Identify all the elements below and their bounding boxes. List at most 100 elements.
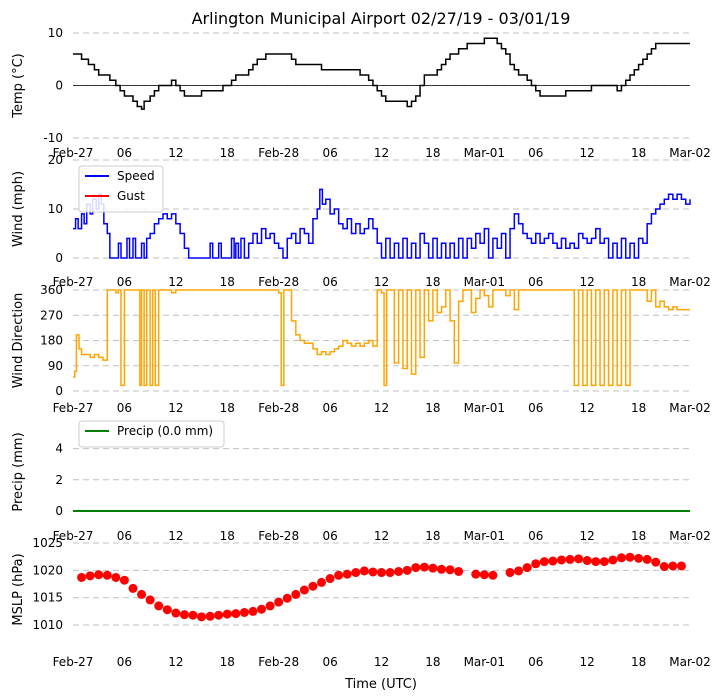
- mslp-point: [454, 566, 464, 576]
- mslp-point: [359, 566, 369, 576]
- temp-x-tick-label: 18: [220, 146, 235, 160]
- mslp-point: [394, 566, 404, 576]
- precip-x-tick-label: 06: [117, 529, 132, 543]
- mslp-point: [291, 589, 301, 599]
- wind-x-tick-label: 12: [580, 275, 595, 289]
- wind-legend-label: Speed: [117, 169, 155, 183]
- direction-x-tick-label: 18: [425, 401, 440, 415]
- wind-y-tick-label: 0: [55, 251, 63, 265]
- mslp-point: [625, 552, 635, 562]
- precip-x-tick-label: 18: [631, 529, 646, 543]
- mslp-point: [402, 565, 412, 575]
- mslp-point: [608, 555, 618, 565]
- wind-x-tick-label: 12: [374, 275, 389, 289]
- mslp-point: [162, 605, 172, 615]
- mslp-point: [102, 570, 112, 580]
- direction-x-tick-label: Mar-02: [669, 401, 710, 415]
- mslp-point: [522, 563, 532, 573]
- mslp-x-tick-label: 12: [580, 655, 595, 669]
- mslp-y-tick-label: 1025: [32, 536, 63, 550]
- mslp-point: [377, 568, 386, 578]
- temp-y-tick-label: -10: [43, 131, 63, 145]
- precip-y-tick-label: 2: [55, 473, 63, 487]
- mslp-point: [282, 593, 292, 603]
- mslp-x-tick-label: Mar-01: [464, 655, 505, 669]
- mslp-point: [428, 563, 438, 573]
- wind-y-tick-label: 20: [48, 153, 63, 167]
- precip-x-tick-label: 18: [425, 529, 440, 543]
- direction-x-tick-label: 12: [374, 401, 389, 415]
- wind-x-tick-label: 12: [168, 275, 183, 289]
- mslp-point: [659, 562, 669, 572]
- mslp-x-tick-label: 12: [374, 655, 389, 669]
- mslp-point: [325, 574, 335, 584]
- direction-y-tick-label: 360: [40, 283, 63, 297]
- temp-x-tick-label: 06: [528, 146, 543, 160]
- precip-x-tick-label: 06: [528, 529, 543, 543]
- mslp-panel: 1010 1015 1020 1025 Feb-27 06 12 18 Feb-28 06 12 18…: [11, 536, 711, 669]
- mslp-point: [582, 556, 592, 566]
- mslp-point: [488, 570, 498, 580]
- mslp-point: [599, 557, 609, 567]
- temp-x-tick-label: 06: [117, 146, 132, 160]
- temp-x-tick-label: 06: [322, 146, 337, 160]
- direction-panel: 0 90 180 270 360 Feb-27 06 12 18 Feb-28 06 12 18 Mar-…: [11, 283, 711, 415]
- wind-legend: [78, 165, 164, 213]
- precip-x-tick-label: 12: [168, 529, 183, 543]
- direction-series-line: [73, 289, 690, 387]
- wind-x-tick-label: 06: [322, 275, 337, 289]
- mslp-point: [265, 601, 275, 611]
- mslp-point: [634, 553, 644, 563]
- precip-x-tick-label: 18: [220, 529, 235, 543]
- direction-x-tick-label: 18: [220, 401, 235, 415]
- temp-x-tick-label: Mar-01: [464, 146, 505, 160]
- mslp-point: [145, 595, 155, 605]
- mslp-point: [119, 575, 129, 585]
- temp-x-tick-label: Mar-02: [669, 146, 710, 160]
- mslp-point: [77, 572, 87, 582]
- wind-x-tick-label: 06: [528, 275, 543, 289]
- mslp-point: [205, 611, 215, 621]
- wind-x-tick-label: Mar-02: [669, 275, 710, 289]
- wind-series-line: [73, 188, 691, 259]
- temp-y-tick-label: 10: [48, 26, 63, 40]
- mslp-point: [222, 609, 232, 619]
- mslp-point: [334, 570, 344, 580]
- wind-y-axis-label: Wind (mph): [11, 171, 26, 247]
- precip-x-tick-label: Mar-01: [464, 529, 505, 543]
- temp-y-tick-label: 0: [55, 79, 63, 93]
- mslp-point: [514, 566, 524, 576]
- mslp-point: [591, 557, 601, 567]
- mslp-point: [342, 569, 352, 579]
- mslp-point: [385, 568, 395, 578]
- mslp-point: [479, 570, 489, 580]
- direction-x-tick-label: 06: [117, 401, 132, 415]
- wind-panel: 0 10 20 Feb-27 06 12 18 Feb-28 06 12 18 Mar-01 06 12 1…: [11, 153, 711, 289]
- precip-y-tick-label: 4: [55, 442, 63, 456]
- wind-x-tick-label: 18: [631, 275, 646, 289]
- mslp-point: [668, 561, 678, 571]
- mslp-point: [471, 569, 481, 579]
- direction-x-tick-label: Feb-28: [258, 401, 299, 415]
- wind-x-tick-label: 18: [220, 275, 235, 289]
- mslp-point: [317, 577, 327, 587]
- direction-x-tick-label: 06: [322, 401, 337, 415]
- direction-x-tick-label: 06: [528, 401, 543, 415]
- precip-y-axis-label: Precip (mm): [11, 432, 26, 511]
- mslp-y-tick-label: 1015: [32, 591, 63, 605]
- direction-y-tick-label: 180: [40, 334, 63, 348]
- mslp-point: [179, 610, 189, 620]
- direction-y-tick-label: 0: [55, 384, 63, 398]
- mslp-point: [548, 556, 558, 566]
- precip-x-tick-label: 06: [322, 529, 337, 543]
- precip-x-tick-label: 12: [580, 529, 595, 543]
- mslp-point: [531, 559, 541, 569]
- mslp-point: [436, 564, 446, 574]
- mslp-y-axis-label: MSLP (hPa): [11, 553, 26, 625]
- temp-panel: -10 0 10 Feb-27 06 12 18 Feb-28 06 12 18 Mar-01 06 12…: [11, 26, 711, 160]
- mslp-point: [651, 557, 661, 567]
- mslp-x-tick-label: Mar-02: [669, 655, 710, 669]
- mslp-x-tick-label: 06: [322, 655, 337, 669]
- mslp-point: [419, 562, 429, 572]
